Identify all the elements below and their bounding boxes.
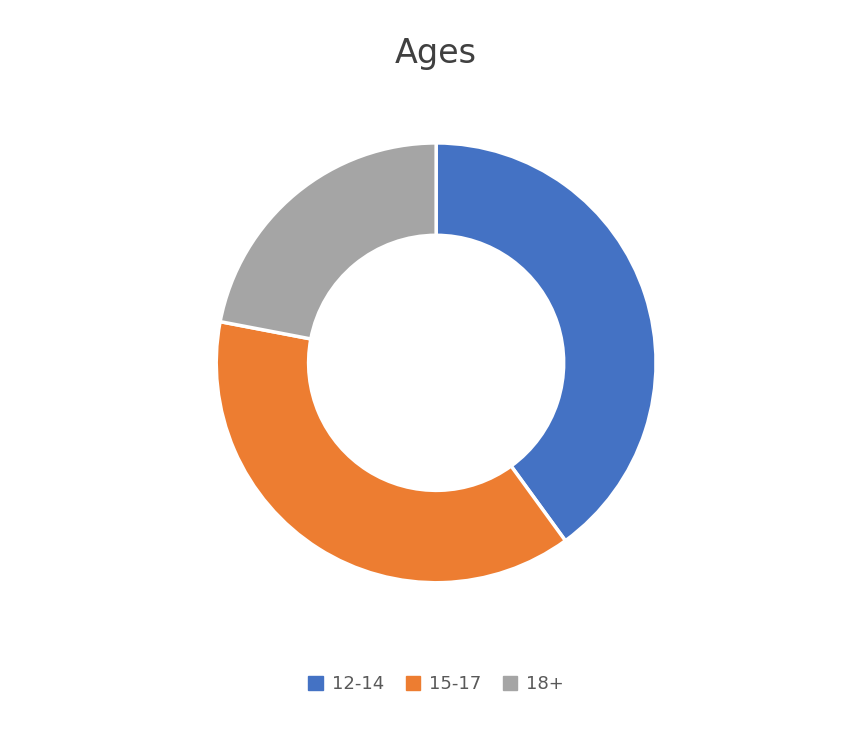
Wedge shape [436, 143, 656, 541]
Title: Ages: Ages [395, 37, 477, 70]
Legend: 12-14, 15-17, 18+: 12-14, 15-17, 18+ [301, 668, 571, 700]
Wedge shape [216, 322, 565, 583]
Wedge shape [220, 143, 437, 339]
